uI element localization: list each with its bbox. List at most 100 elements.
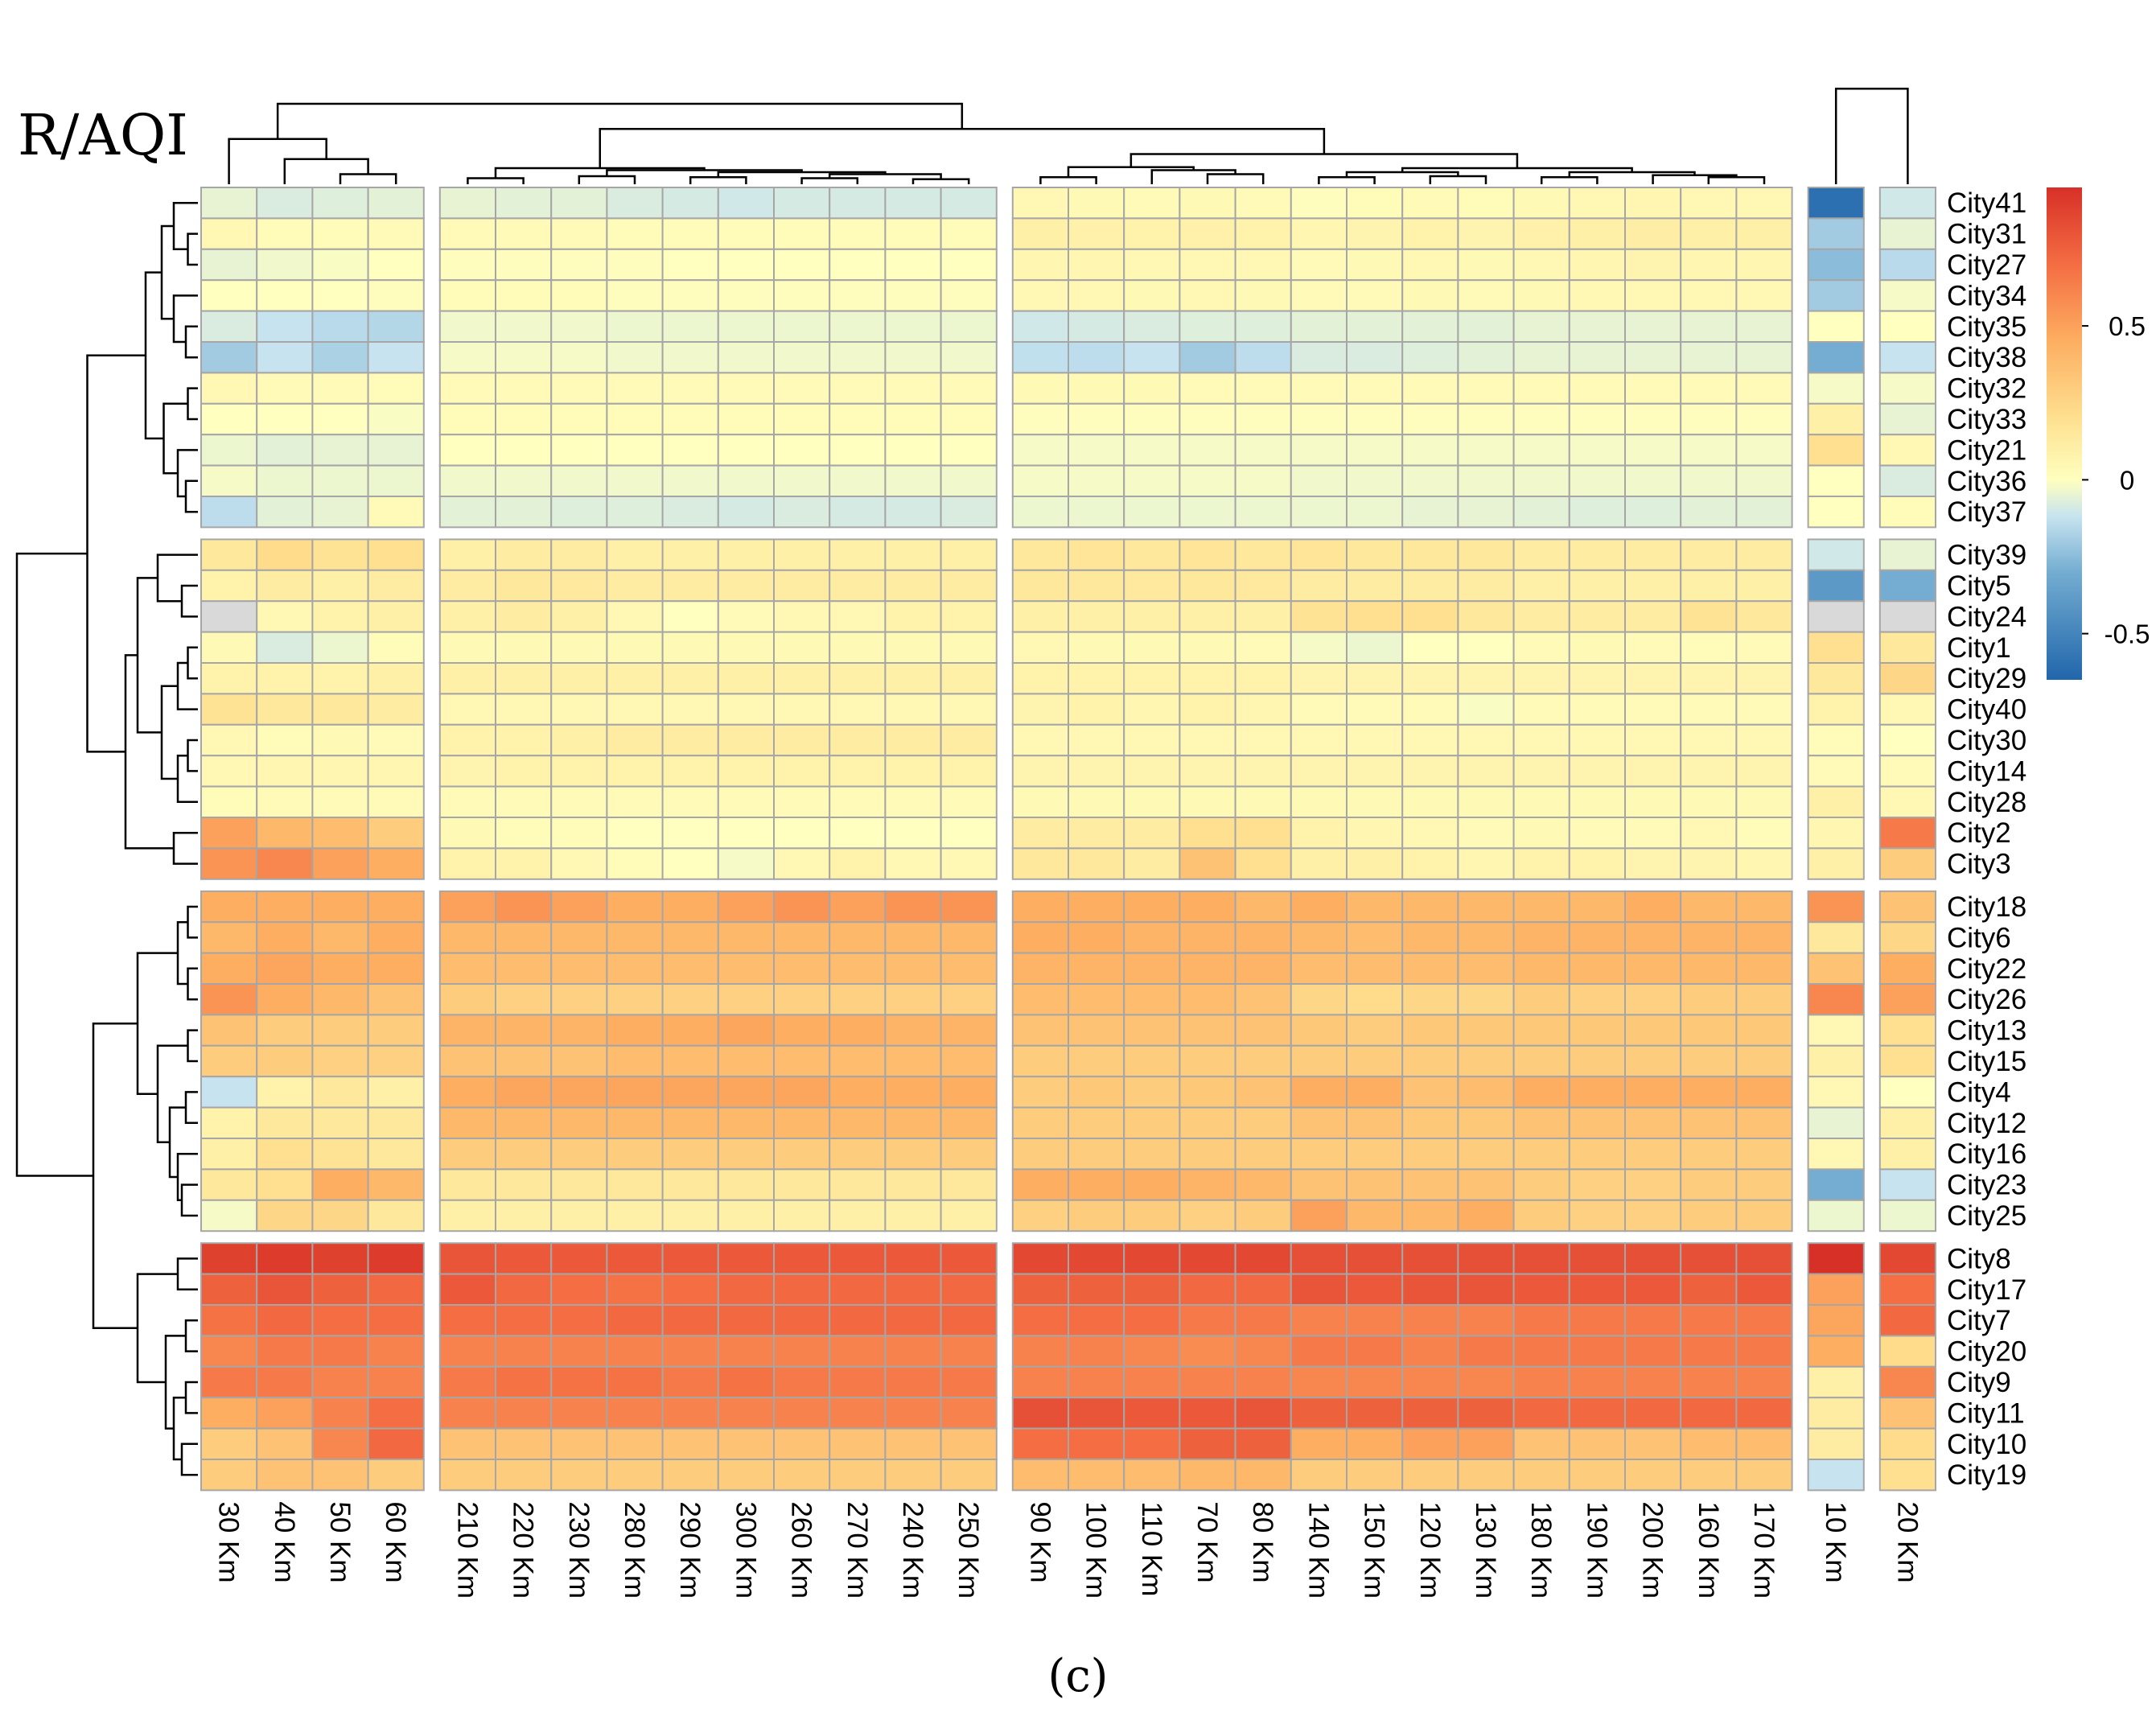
heatmap-cell: [1123, 1014, 1181, 1047]
heatmap-cell: [661, 1076, 719, 1109]
legend-tick-label: 0.5: [2109, 311, 2146, 341]
heatmap-cell: [1290, 402, 1348, 436]
heatmap-cell: [367, 1304, 425, 1337]
heatmap-cell: [438, 723, 496, 757]
heatmap-cell: [1011, 1427, 1070, 1460]
heatmap-cell: [1290, 1044, 1348, 1078]
heatmap-cell: [1568, 890, 1627, 924]
heatmap-cell: [1068, 1304, 1125, 1337]
heatmap-cell: [1011, 569, 1070, 603]
heatmap-cell: [1401, 983, 1459, 1016]
heatmap-cell: [829, 890, 887, 924]
heatmap-cell: [1512, 1304, 1570, 1337]
heatmap-cell: [1011, 464, 1070, 497]
heatmap-cell: [1624, 600, 1682, 633]
heatmap-cell: [1123, 569, 1181, 603]
heatmap-cell: [1457, 402, 1515, 436]
heatmap-cell: [1179, 1242, 1236, 1275]
heatmap-cell: [661, 1044, 719, 1078]
heatmap-cell: [367, 631, 425, 664]
heatmap-cell: [1346, 1335, 1404, 1368]
heatmap-cell: [717, 1459, 775, 1492]
heatmap-cell: [940, 1335, 998, 1368]
dendrogram-branch: [176, 449, 198, 498]
heatmap-cell: [1624, 434, 1682, 467]
heatmap-cell: [367, 1199, 425, 1233]
heatmap-cell: [1878, 402, 1937, 436]
heatmap-cell: [256, 723, 314, 757]
heatmap-cell: [438, 1427, 496, 1460]
heatmap-cell: [1568, 1106, 1627, 1139]
heatmap-cell: [1680, 1138, 1738, 1171]
heatmap-cell: [1568, 847, 1627, 880]
heatmap-cell: [367, 538, 425, 571]
heatmap-cell: [773, 1242, 831, 1275]
heatmap-cell: [1179, 372, 1236, 405]
heatmap-cell: [829, 248, 887, 282]
heatmap-cell: [200, 1427, 258, 1460]
row-label: City8: [1947, 1243, 2011, 1274]
heatmap-cell: [1346, 1365, 1404, 1399]
heatmap-cell: [256, 1304, 314, 1337]
heatmap-cell: [1512, 847, 1570, 880]
heatmap-cell: [661, 1365, 719, 1399]
heatmap-cell: [1011, 1273, 1070, 1306]
heatmap-cell: [550, 217, 608, 250]
heatmap-cell: [1624, 1304, 1682, 1337]
heatmap-cell: [1568, 631, 1627, 664]
heatmap-cell: [661, 952, 719, 985]
heatmap-cell: [829, 1199, 887, 1233]
heatmap-cell: [1346, 1138, 1404, 1171]
heatmap-cell: [1068, 890, 1125, 924]
heatmap-cell: [1401, 785, 1459, 818]
column-label: 70 Km: [1191, 1501, 1223, 1582]
heatmap-cell: [1401, 217, 1459, 250]
heatmap-cell: [940, 1168, 998, 1201]
heatmap-cell: [1346, 434, 1404, 467]
heatmap-cell: [1290, 341, 1348, 374]
heatmap-cell: [1457, 279, 1515, 312]
heatmap-cell: [1807, 817, 1865, 850]
heatmap-cell: [367, 1044, 425, 1078]
heatmap-cell: [773, 1335, 831, 1368]
heatmap-cell: [1512, 217, 1570, 250]
heatmap-cell: [495, 1168, 553, 1201]
heatmap-cell: [1457, 1044, 1515, 1078]
heatmap-cell: [1512, 1397, 1570, 1430]
heatmap-cell: [1735, 569, 1793, 603]
heatmap-cell: [367, 402, 425, 436]
heatmap-cell: [1401, 1397, 1459, 1430]
heatmap-cell: [200, 755, 258, 788]
heatmap-cell: [1068, 662, 1125, 695]
dendrogram-branch: [172, 201, 198, 251]
dendrogram-branch: [339, 173, 397, 184]
dendrogram-branch: [1039, 176, 1097, 184]
column-label: 200 Km: [1637, 1501, 1668, 1599]
heatmap-cell: [1878, 723, 1937, 757]
heatmap-cell: [773, 187, 831, 220]
heatmap-cell: [1807, 464, 1865, 497]
heatmap-cell: [1568, 817, 1627, 850]
heatmap-cell: [829, 1304, 887, 1337]
heatmap-cell: [1290, 1168, 1348, 1201]
heatmap-cell: [1735, 187, 1793, 220]
heatmap-cell: [1068, 434, 1125, 467]
heatmap-cell: [940, 693, 998, 726]
heatmap-cell: [884, 785, 942, 818]
heatmap-cell: [829, 402, 887, 436]
heatmap-cell: [311, 817, 369, 850]
heatmap-cell: [717, 496, 775, 529]
heatmap-cell: [1290, 1014, 1348, 1047]
heatmap-cell: [550, 847, 608, 880]
dendrogram-branch: [156, 1044, 188, 1144]
heatmap-cell: [1401, 1273, 1459, 1306]
heatmap-cell: [940, 248, 998, 282]
heatmap-cell: [606, 464, 664, 497]
heatmap-cell: [1735, 952, 1793, 985]
heatmap-cell: [1068, 631, 1125, 664]
heatmap-cell: [438, 662, 496, 695]
heatmap-cell: [256, 847, 314, 880]
heatmap-cell: [367, 341, 425, 374]
heatmap-cell: [1807, 279, 1865, 312]
heatmap-cell: [940, 785, 998, 818]
